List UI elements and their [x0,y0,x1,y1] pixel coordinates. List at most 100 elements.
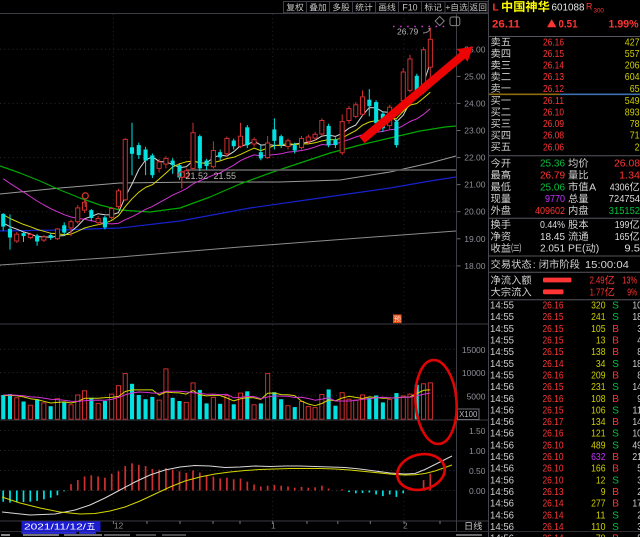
svg-text:9: 9 [601,487,606,498]
svg-text:): ) [596,243,600,255]
svg-text:25.36: 25.36 [540,158,565,170]
svg-text:315152: 315152 [609,205,640,217]
svg-text:3: 3 [637,522,640,533]
svg-text:23.00: 23.00 [464,126,486,136]
svg-text:21.55: 21.55 [214,171,237,181]
svg-text:3: 3 [637,324,640,335]
svg-text:19.00: 19.00 [464,234,486,244]
svg-text:14:56: 14:56 [490,440,514,451]
svg-text:14: 14 [632,382,640,393]
svg-text:S: S [612,510,619,521]
svg-text:300: 300 [594,8,605,15]
svg-text:26.10: 26.10 [543,475,564,486]
svg-text:21.00: 21.00 [464,180,486,190]
svg-text:14:56: 14:56 [490,510,514,521]
svg-text:14:56: 14:56 [490,452,514,463]
svg-text:1.99%: 1.99% [609,18,639,30]
svg-text:0.00: 0.00 [469,486,486,496]
svg-text:S: S [612,475,619,486]
svg-text:24.00: 24.00 [464,98,486,108]
svg-text:14:55: 14:55 [490,312,514,323]
svg-text:199: 199 [615,219,630,231]
svg-text:34: 34 [596,359,606,370]
svg-text:15:00:04: 15:00:04 [585,259,629,271]
svg-text:14:55: 14:55 [490,324,514,335]
svg-text:14:56: 14:56 [490,475,514,486]
svg-text:14: 14 [632,417,640,428]
svg-text:26.06: 26.06 [543,141,564,153]
svg-text:26.13: 26.13 [543,71,564,83]
svg-text:2: 2 [637,487,640,498]
svg-text:26.14: 26.14 [543,522,564,533]
svg-text:1.77: 1.77 [590,287,605,299]
svg-text:26.10: 26.10 [543,452,564,463]
svg-text:S: S [612,359,619,370]
svg-text:209: 209 [591,371,606,382]
svg-text:13: 13 [596,336,606,347]
svg-text:49: 49 [632,440,640,451]
svg-text:26.15: 26.15 [543,347,564,358]
svg-text:PE(: PE( [568,243,586,255]
svg-text:10: 10 [632,301,640,312]
svg-text:5: 5 [637,534,640,537]
svg-text:106: 106 [591,405,606,416]
svg-text:9%: 9% [627,287,637,299]
svg-text:21.52: 21.52 [186,171,209,181]
svg-text:277: 277 [591,499,606,510]
svg-text:S: S [612,522,619,533]
svg-text:5000: 5000 [467,391,486,401]
svg-text:0.51: 0.51 [559,18,578,30]
svg-text:B: B [612,499,619,510]
svg-text:4306: 4306 [610,181,630,193]
svg-text:14:56: 14:56 [490,405,514,416]
svg-text:26.12: 26.12 [543,83,564,95]
svg-text:26.16: 26.16 [543,429,564,440]
svg-text:26.79: 26.79 [397,27,419,37]
svg-text:71: 71 [630,130,640,142]
svg-text:138: 138 [591,347,606,358]
svg-text:10000: 10000 [462,368,486,378]
svg-text:20.00: 20.00 [464,207,486,217]
svg-text:11: 11 [632,405,640,416]
svg-text:B: B [612,487,619,498]
svg-text:9.5: 9.5 [624,243,640,255]
svg-text:26.08: 26.08 [614,158,640,170]
svg-text:166: 166 [591,464,606,475]
svg-text:26.15: 26.15 [543,382,564,393]
svg-text:26.15: 26.15 [543,48,564,60]
svg-text:14:56: 14:56 [490,534,514,537]
svg-text:65: 65 [630,83,640,95]
svg-text:B: B [612,347,619,358]
svg-text:2: 2 [403,520,408,530]
svg-text:320: 320 [591,301,606,312]
svg-text:2021/11/12/: 2021/11/12/ [24,521,87,531]
svg-text:26.15: 26.15 [543,312,564,323]
svg-text:14:55: 14:55 [490,336,514,347]
svg-text:0.50: 0.50 [469,466,486,476]
svg-text:26.10: 26.10 [543,440,564,451]
svg-text:165: 165 [615,231,630,243]
svg-text:1: 1 [271,520,276,530]
svg-text:110: 110 [591,522,606,533]
svg-text:26.08: 26.08 [543,130,564,142]
svg-text:B: B [612,336,619,347]
svg-text:14:56: 14:56 [490,487,514,498]
svg-text:1.00: 1.00 [469,446,486,456]
svg-text:8: 8 [637,347,640,358]
svg-text:10: 10 [632,429,640,440]
svg-text:L: L [493,2,499,13]
svg-text:B: B [612,417,619,428]
svg-text:14:56: 14:56 [490,429,514,440]
svg-text:18: 18 [632,359,640,370]
svg-text:78: 78 [596,534,606,537]
svg-text:105: 105 [591,324,606,335]
svg-text:26.16: 26.16 [543,301,564,312]
svg-text:21: 21 [632,452,640,463]
svg-text:409602: 409602 [535,205,565,217]
svg-text:26.14: 26.14 [543,359,564,370]
svg-text:26.14: 26.14 [543,510,564,521]
svg-text:26.14: 26.14 [543,60,564,72]
svg-text:26.14: 26.14 [543,534,564,537]
svg-text:14:56: 14:56 [490,464,514,475]
svg-text:S: S [612,312,619,323]
